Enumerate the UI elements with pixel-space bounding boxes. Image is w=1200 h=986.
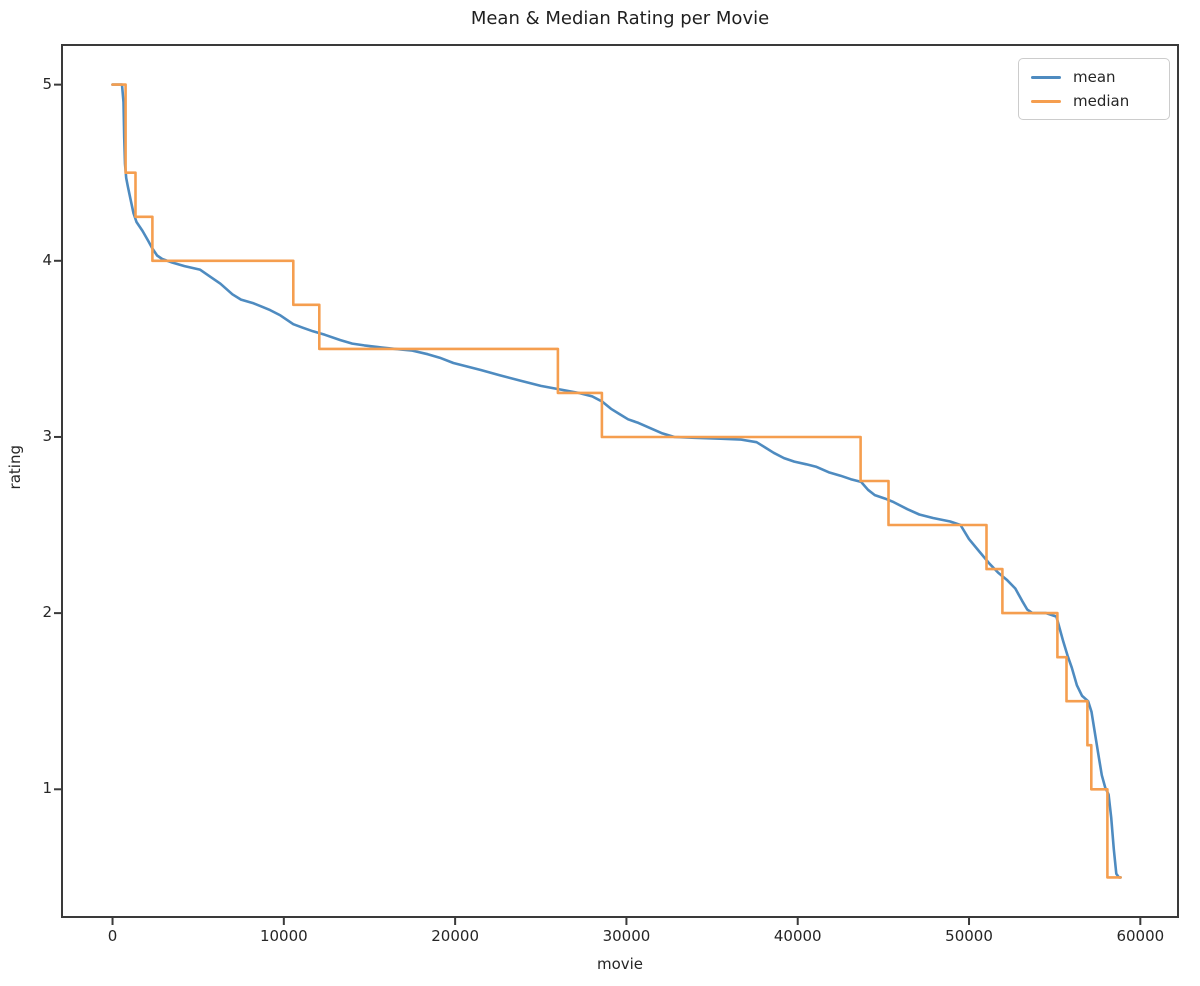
mean-line bbox=[111, 83, 1122, 879]
tick-marks bbox=[54, 83, 1142, 925]
x-tick-label: 0 bbox=[107, 927, 118, 945]
x-tick-label: 40000 bbox=[773, 927, 822, 945]
legend-item-median: median bbox=[1031, 91, 1159, 111]
legend-label-median: median bbox=[1073, 92, 1130, 110]
median-line-swatch bbox=[1031, 99, 1061, 103]
y-tick-label: 3 bbox=[42, 426, 52, 445]
y-tick-label: 2 bbox=[42, 603, 52, 622]
legend: mean median bbox=[1018, 58, 1170, 120]
legend-item-mean: mean bbox=[1031, 67, 1159, 87]
x-tick-label: 30000 bbox=[602, 927, 651, 945]
x-tick-label: 60000 bbox=[1116, 927, 1165, 945]
x-tick-label: 10000 bbox=[259, 927, 308, 945]
x-tick-label: 20000 bbox=[431, 927, 479, 945]
mean-line-swatch bbox=[1031, 75, 1061, 79]
y-axis-label: rating bbox=[6, 445, 24, 490]
plot-border bbox=[61, 44, 1179, 918]
median-line bbox=[111, 83, 1122, 879]
y-tick-label: 5 bbox=[42, 74, 52, 93]
x-tick-label: 50000 bbox=[945, 927, 993, 945]
y-tick-label: 1 bbox=[42, 779, 52, 798]
chart-title: Mean & Median Rating per Movie bbox=[470, 8, 770, 29]
x-axis-label: movie bbox=[596, 955, 644, 973]
series-lines bbox=[111, 83, 1122, 879]
legend-label-mean: mean bbox=[1073, 68, 1116, 86]
y-tick-label: 4 bbox=[42, 250, 52, 269]
